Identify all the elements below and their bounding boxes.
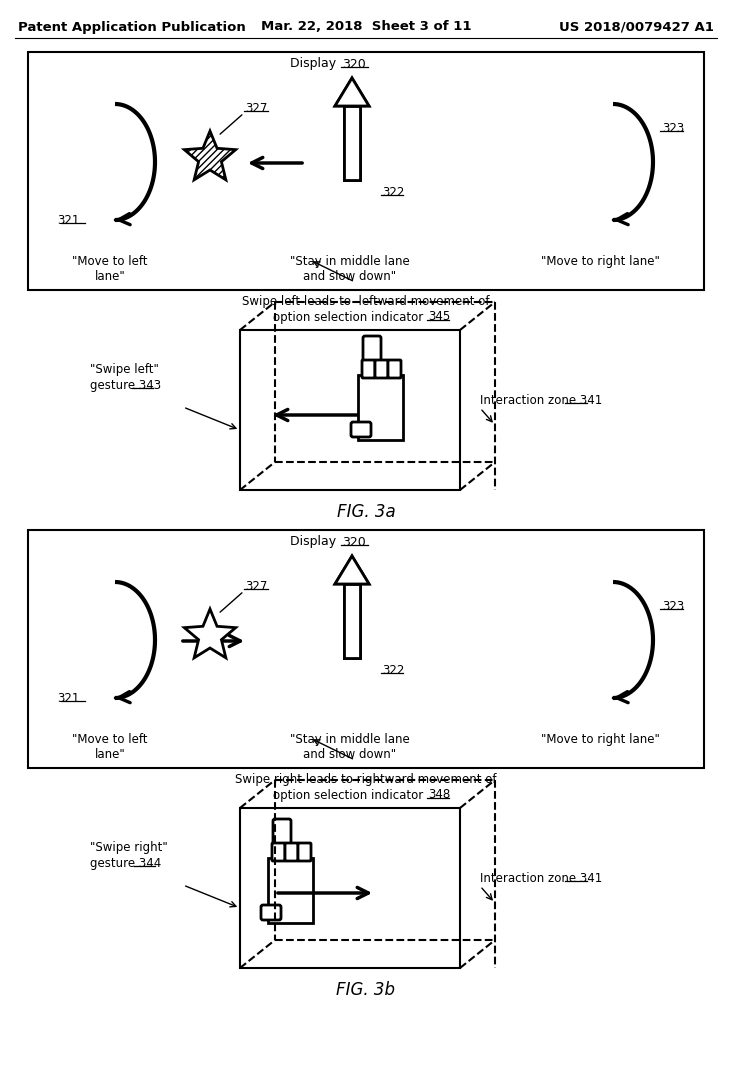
Text: 321: 321	[57, 213, 79, 226]
Text: gesture 344: gesture 344	[90, 857, 161, 870]
Text: FIG. 3a: FIG. 3a	[337, 503, 395, 521]
Text: 345: 345	[428, 311, 450, 323]
Text: 348: 348	[428, 788, 450, 801]
FancyBboxPatch shape	[273, 819, 291, 865]
Text: "Move to right lane": "Move to right lane"	[540, 733, 660, 746]
Bar	[240, 808, 460, 968]
Text: 320: 320	[342, 58, 366, 71]
Text: 327: 327	[245, 102, 267, 115]
Text: "Swipe left": "Swipe left"	[90, 363, 159, 377]
Text: 320: 320	[342, 536, 366, 548]
Text: 322: 322	[382, 664, 404, 677]
FancyBboxPatch shape	[272, 843, 285, 861]
Text: 322: 322	[382, 185, 404, 198]
Bar	[268, 858, 313, 923]
Text: gesture 343: gesture 343	[90, 378, 161, 392]
FancyBboxPatch shape	[351, 422, 371, 437]
Text: Mar. 22, 2018  Sheet 3 of 11: Mar. 22, 2018 Sheet 3 of 11	[261, 20, 471, 33]
Text: "Swipe right": "Swipe right"	[90, 842, 168, 855]
Polygon shape	[335, 556, 369, 584]
FancyBboxPatch shape	[298, 843, 311, 861]
Text: Interaction zone 341: Interaction zone 341	[480, 872, 602, 885]
Polygon shape	[184, 609, 236, 658]
FancyBboxPatch shape	[363, 336, 381, 382]
Bar	[28, 52, 704, 290]
Text: "Stay in middle lane
and slow down": "Stay in middle lane and slow down"	[290, 255, 410, 283]
Text: Interaction zone 341: Interaction zone 341	[480, 393, 602, 407]
Text: option selection indicator: option selection indicator	[273, 788, 427, 801]
Bar	[344, 106, 360, 180]
FancyBboxPatch shape	[362, 360, 375, 378]
Bar	[358, 375, 403, 440]
Text: Display: Display	[290, 58, 340, 71]
Polygon shape	[184, 131, 236, 180]
Bar	[240, 330, 460, 491]
Text: "Move to left
lane": "Move to left lane"	[72, 255, 148, 283]
Text: "Move to right lane": "Move to right lane"	[540, 255, 660, 268]
Bar	[344, 584, 360, 658]
FancyBboxPatch shape	[388, 360, 401, 378]
Text: "Move to left
lane": "Move to left lane"	[72, 733, 148, 761]
Polygon shape	[184, 131, 236, 180]
Text: option selection indicator: option selection indicator	[273, 311, 427, 323]
Polygon shape	[184, 609, 236, 658]
FancyBboxPatch shape	[285, 843, 298, 861]
Text: "Stay in middle lane
and slow down": "Stay in middle lane and slow down"	[290, 733, 410, 761]
Text: 323: 323	[662, 600, 684, 613]
Text: Display: Display	[290, 536, 340, 548]
Text: 327: 327	[245, 579, 267, 592]
Bar	[28, 530, 704, 768]
Polygon shape	[335, 78, 369, 106]
Bar	[344, 106, 360, 180]
Text: FIG. 3b: FIG. 3b	[337, 981, 395, 999]
FancyBboxPatch shape	[375, 360, 388, 378]
Text: Patent Application Publication: Patent Application Publication	[18, 20, 246, 33]
Text: Swipe left leads to  leftward movement of: Swipe left leads to leftward movement of	[242, 296, 490, 308]
Bar	[344, 584, 360, 658]
Text: Swipe right leads to rightward movement of: Swipe right leads to rightward movement …	[235, 773, 497, 786]
FancyBboxPatch shape	[261, 905, 281, 920]
Text: 323: 323	[662, 121, 684, 135]
Text: US 2018/0079427 A1: US 2018/0079427 A1	[559, 20, 714, 33]
Text: 321: 321	[57, 692, 79, 705]
